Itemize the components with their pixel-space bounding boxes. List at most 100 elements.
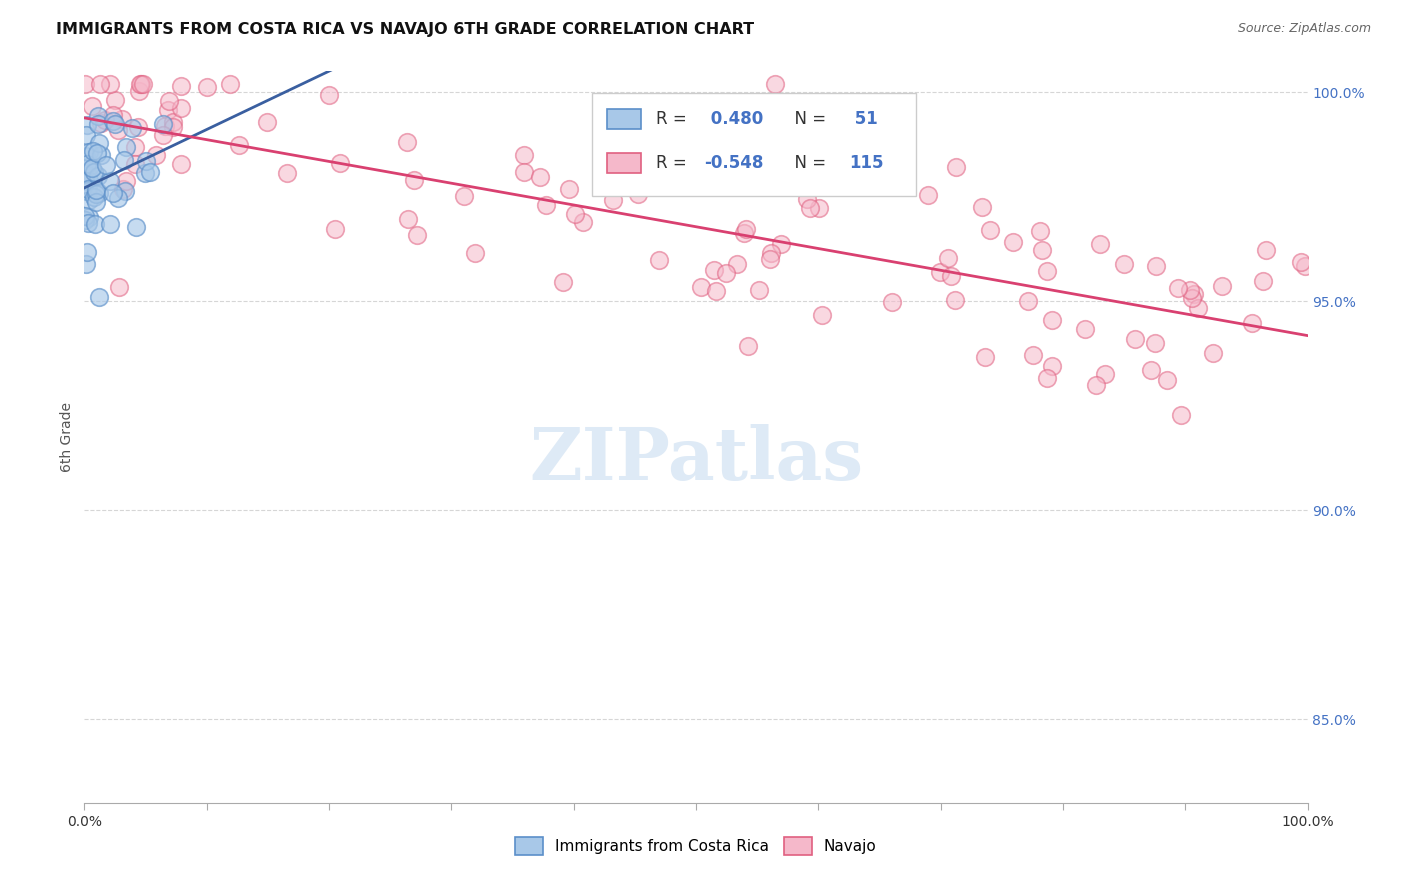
Point [323, 222, 346, 236]
Point [145, 147, 167, 161]
Point [228, 137, 250, 152]
Point [1211, 279, 1233, 293]
Point [73, 77, 96, 91]
Point [219, 77, 242, 91]
Point [1036, 370, 1059, 384]
Point [83, 164, 105, 178]
Point [77, 145, 100, 159]
Point [83, 189, 105, 203]
Point [152, 117, 174, 131]
Point [1181, 291, 1204, 305]
Point [1031, 244, 1053, 258]
Point [689, 279, 711, 293]
Point [564, 207, 586, 221]
Point [101, 186, 124, 200]
Legend: Immigrants from Costa Rica, Navajo: Immigrants from Costa Rica, Navajo [509, 831, 883, 861]
Point [759, 252, 782, 266]
Point [128, 77, 150, 91]
Point [725, 258, 748, 272]
Point [941, 268, 963, 283]
Point [256, 114, 278, 128]
Point [748, 283, 770, 297]
Point [138, 165, 160, 179]
Point [1241, 316, 1264, 330]
Point [90, 147, 112, 161]
Point [1112, 257, 1135, 271]
Point [114, 185, 136, 199]
Point [1140, 362, 1163, 376]
Point [1178, 283, 1201, 297]
Point [162, 115, 184, 129]
Point [1182, 286, 1205, 301]
Point [82, 99, 104, 113]
Point [89, 77, 111, 91]
Point [936, 252, 959, 266]
Point [917, 187, 939, 202]
Point [132, 77, 155, 91]
Point [129, 77, 152, 91]
Point [75, 257, 97, 271]
Point [1084, 377, 1107, 392]
Point [1094, 367, 1116, 381]
Point [155, 119, 177, 133]
Point [76, 184, 98, 198]
Text: 115: 115 [849, 153, 883, 172]
Point [979, 223, 1001, 237]
Point [1074, 322, 1097, 336]
Point [82, 144, 104, 158]
Point [80, 161, 103, 175]
Point [83, 218, 105, 232]
Point [572, 215, 595, 229]
Point [1036, 263, 1059, 277]
Point [627, 186, 650, 201]
Point [1040, 359, 1063, 374]
Point [811, 308, 834, 322]
Point [648, 252, 671, 267]
Point [77, 174, 100, 188]
Point [1002, 235, 1025, 249]
Point [1040, 312, 1063, 326]
Point [402, 173, 425, 187]
Point [1017, 294, 1039, 309]
Point [84, 186, 107, 201]
Point [536, 198, 558, 212]
Text: ZIPatlas: ZIPatlas [529, 424, 863, 494]
Point [1090, 236, 1112, 251]
Point [703, 263, 725, 277]
Point [77, 211, 100, 225]
Point [1156, 373, 1178, 387]
Point [1202, 345, 1225, 359]
Point [76, 184, 98, 198]
Point [704, 285, 727, 299]
Point [1144, 336, 1167, 351]
Point [513, 164, 536, 178]
Point [195, 79, 218, 94]
FancyBboxPatch shape [592, 94, 917, 195]
Text: R =: R = [655, 110, 692, 128]
Point [114, 140, 136, 154]
Point [87, 290, 110, 304]
Point [134, 166, 156, 180]
Point [169, 101, 191, 115]
Point [75, 213, 97, 227]
Point [769, 237, 792, 252]
Bar [606, 153, 641, 173]
Text: R =: R = [655, 153, 692, 172]
Point [1022, 348, 1045, 362]
Point [76, 157, 98, 171]
Text: 51: 51 [849, 110, 877, 128]
Point [763, 77, 786, 91]
Text: N =: N = [785, 110, 831, 128]
Point [162, 120, 184, 134]
Point [929, 265, 952, 279]
Point [124, 157, 146, 171]
Point [87, 109, 110, 123]
Point [602, 194, 624, 208]
Point [1167, 281, 1189, 295]
Point [79, 159, 101, 173]
Point [112, 153, 135, 167]
Point [796, 192, 818, 206]
Point [84, 183, 107, 197]
Point [77, 193, 100, 207]
Point [107, 122, 129, 136]
